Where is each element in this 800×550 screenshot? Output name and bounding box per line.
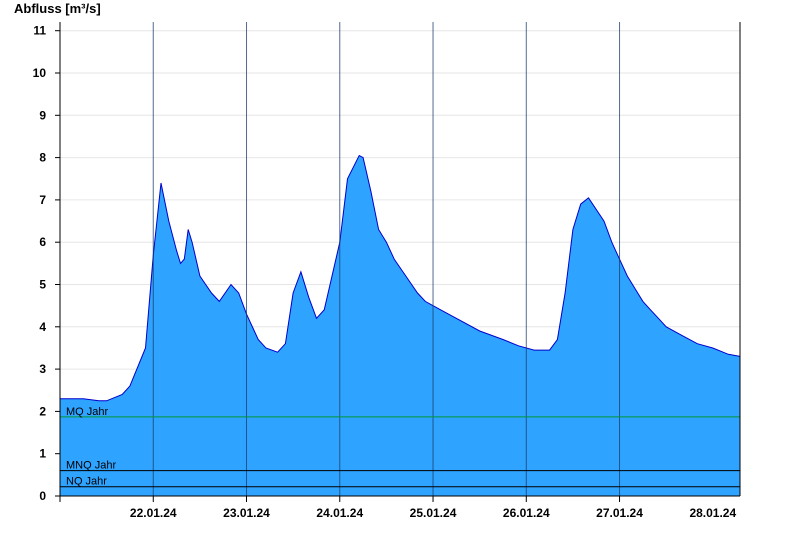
y-axis-label: Abfluss [m³/s] xyxy=(14,1,101,16)
reference-lines: MQ Jahr MNQ Jahr NQ Jahr xyxy=(60,406,740,488)
reference-label: MNQ Jahr xyxy=(66,460,116,472)
y-tick-label: 3 xyxy=(39,362,46,376)
y-ticks: 0 1 2 3 4 5 6 7 8 9 10 11 xyxy=(33,24,60,503)
x-tick-label: 26.01.24 xyxy=(503,506,550,520)
x-tick-label: 23.01.24 xyxy=(223,506,270,520)
y-tick-label: 6 xyxy=(39,235,46,249)
y-tick-label: 0 xyxy=(39,489,46,503)
x-tick-label: 27.01.24 xyxy=(596,506,643,520)
x-tick-label: 25.01.24 xyxy=(410,506,457,520)
y-tick-label: 7 xyxy=(39,193,46,207)
y-tick-label: 11 xyxy=(33,24,46,38)
reference-label: MQ Jahr xyxy=(66,406,109,418)
y-tick-label: 5 xyxy=(39,278,46,292)
x-ticks: 22.01.24 23.01.24 24.01.24 25.01.24 26.01.24… xyxy=(59,496,736,520)
reference-label: NQ Jahr xyxy=(66,476,107,488)
x-tick-label: 22.01.24 xyxy=(130,506,177,520)
y-tick-label: 4 xyxy=(39,320,46,334)
x-tick-label: 28.01.24 xyxy=(689,506,736,520)
series-line xyxy=(60,154,741,402)
y-tick-label: 9 xyxy=(39,108,46,122)
series-area xyxy=(60,154,741,496)
y-tick-label: 10 xyxy=(33,66,47,80)
y-tick-label: 8 xyxy=(39,151,46,165)
axes xyxy=(55,22,741,497)
y-tick-label: 2 xyxy=(39,404,46,418)
y-tick-label: 1 xyxy=(39,447,46,461)
series-fill xyxy=(60,155,740,496)
x-tick-label: 24.01.24 xyxy=(316,506,363,520)
